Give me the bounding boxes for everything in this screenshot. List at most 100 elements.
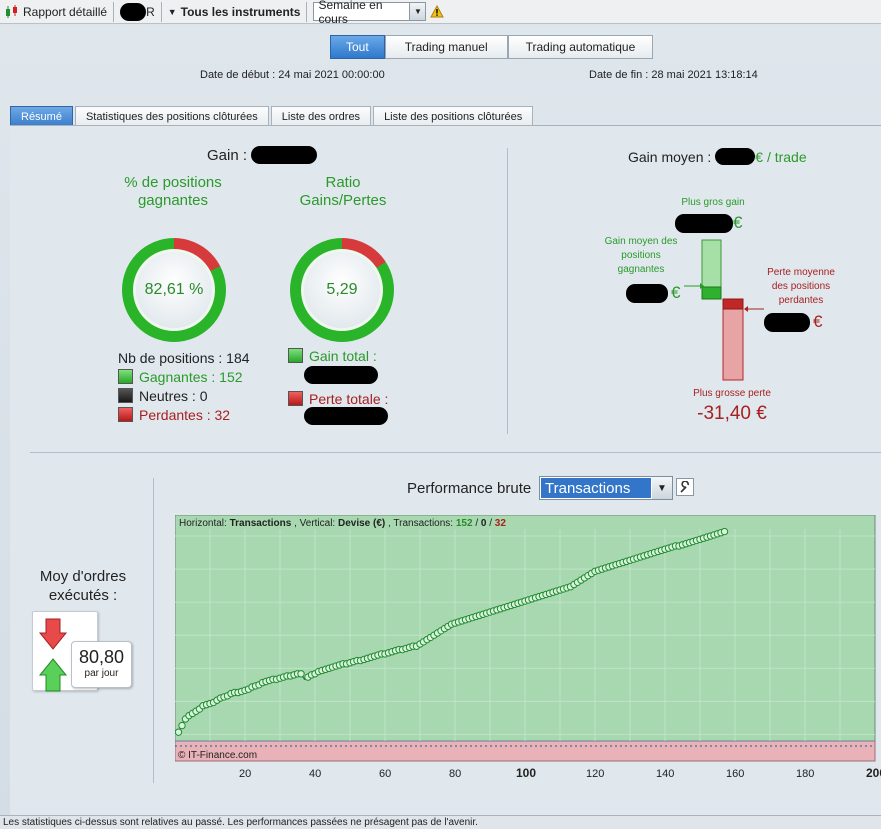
- vertical-divider: [153, 478, 154, 783]
- orders-value: 80,80: [78, 647, 125, 667]
- biggest-loss-label: Plus grosse perte: [693, 388, 771, 399]
- legend-h-value: Transactions: [230, 518, 292, 529]
- loss-square-icon: [288, 391, 303, 406]
- winners-label: Gagnantes : 152: [139, 369, 243, 385]
- legend-sep: /: [475, 518, 481, 529]
- orders-value-box: 80,80 par jour: [71, 641, 132, 688]
- avg-loser-value: €: [764, 312, 822, 332]
- loss-total: Perte totale :: [288, 391, 388, 407]
- legend-t-label: , Transactions:: [388, 518, 453, 529]
- biggest-gain-value: €: [675, 213, 742, 233]
- avg-gain-label: Gain moyen :: [628, 148, 712, 165]
- tab-order-list[interactable]: Liste des ordres: [270, 106, 372, 126]
- x-tick-label: 40: [309, 768, 321, 780]
- account-selector[interactable]: R: [116, 1, 159, 23]
- redacted-gain-total: [304, 366, 378, 384]
- x-tick-label: 180: [796, 768, 814, 780]
- gain-label: Gain :: [207, 146, 248, 164]
- avg-gain-heading: Gain moyen : € / trade: [628, 148, 807, 165]
- x-tick-label: 160: [726, 768, 744, 780]
- x-tick-label: 80: [449, 768, 461, 780]
- period-value: Semaine en cours: [318, 0, 383, 26]
- positions-count: Nb de positions : 184: [118, 350, 250, 366]
- x-axis-ticks: 20 40 60 80 100 120 140 160 180 200: [239, 766, 881, 780]
- redacted-avg-loser: [764, 312, 810, 332]
- chevron-down-icon[interactable]: ▼: [409, 3, 426, 20]
- data-point: [297, 670, 305, 678]
- trading-mode-tabs: Tout Trading manuel Trading automatique: [330, 35, 654, 59]
- orders-label: Moy d'ordres exécutés :: [39, 568, 127, 604]
- wrench-icon[interactable]: [676, 478, 694, 496]
- horizontal-divider: [30, 452, 881, 453]
- legend-loss: 32: [495, 518, 507, 529]
- x-tick-label: 200: [866, 766, 881, 780]
- euro-sign: €: [733, 213, 743, 232]
- toolbar-divider: [113, 1, 115, 22]
- chart-grid: [175, 529, 875, 741]
- disclaimer-footer: Les statistiques ci-dessus sont relative…: [0, 815, 881, 829]
- performance-select[interactable]: Transactions ▼: [539, 476, 673, 500]
- period-select[interactable]: Semaine en cours ▼: [313, 0, 427, 26]
- tab-all[interactable]: Tout: [330, 35, 385, 59]
- tab-closed-position-list[interactable]: Liste des positions clôturées: [373, 106, 534, 126]
- candlestick-icon: [6, 4, 17, 18]
- report-button[interactable]: Rapport détaillé: [0, 1, 111, 23]
- legend-h-label: Horizontal:: [179, 518, 227, 529]
- data-point: [720, 527, 729, 536]
- legend-win: 152: [456, 518, 473, 529]
- chart-legend: Horizontal: Transactions , Vertical: Dev…: [179, 518, 506, 529]
- report-label: Rapport détaillé: [23, 4, 108, 19]
- legend-v-label: , Vertical:: [294, 518, 335, 529]
- x-tick-label: 20: [239, 768, 251, 780]
- avg-loser-label: Perte moyenne des positions perdantes: [767, 267, 835, 306]
- win-pct-title: % de positions gagnantes: [124, 174, 222, 209]
- tab-automatic-trading[interactable]: Trading automatique: [507, 35, 654, 59]
- redacted-account: [120, 2, 147, 21]
- warning-icon[interactable]: [426, 1, 448, 23]
- x-tick-label: 120: [586, 768, 604, 780]
- instruments-label: Tous les instruments: [180, 4, 301, 19]
- wrench-shape: [679, 480, 689, 493]
- neutral-row: Neutres : 0: [118, 387, 250, 406]
- biggest-loss-value: -31,40 €: [697, 403, 767, 424]
- legend-sep: /: [489, 518, 495, 529]
- win-square-icon: [118, 369, 133, 384]
- performance-label: Performance brute: [407, 480, 532, 497]
- avg-winner-value: €: [626, 283, 680, 303]
- biggest-gain-label: Plus gros gain: [681, 197, 745, 208]
- top-toolbar: Rapport détaillé R ▼ Tous les instrument…: [0, 0, 881, 26]
- legend-v-value: Devise (€): [338, 518, 385, 529]
- toolbar-divider: [306, 1, 308, 22]
- gain-total: Gain total :: [288, 348, 377, 364]
- tab-summary[interactable]: Résumé: [10, 106, 73, 126]
- win-pct-value: 82,61 %: [133, 249, 215, 331]
- performance-selected: Transactions: [541, 478, 651, 498]
- win-pct-donut: 82,61 %: [122, 238, 226, 342]
- winners-row: Gagnantes : 152: [118, 368, 250, 387]
- win-square-icon: [288, 348, 303, 363]
- vertical-divider: [507, 148, 508, 434]
- end-date: Date de fin : 28 mai 2021 13:18:14: [589, 69, 758, 81]
- x-tick-label: 60: [379, 768, 391, 780]
- instruments-dropdown[interactable]: ▼ Tous les instruments: [164, 1, 305, 23]
- tab-manual-trading[interactable]: Trading manuel: [384, 35, 508, 59]
- neutral-label: Neutres : 0: [139, 388, 208, 404]
- x-tick-label: 140: [656, 768, 674, 780]
- tab-closed-position-stats[interactable]: Statistiques des positions clôturées: [74, 106, 269, 126]
- report-subtabs: Résumé Statistiques des positions clôtur…: [10, 106, 535, 126]
- performance-chart: 20 40 60 80 100 120 140 160 180 200 © IT-Finance.…: [175, 515, 881, 780]
- gain-loss-bars: [684, 239, 764, 381]
- gain-heading: Gain :: [207, 146, 318, 164]
- euro-sign: €: [813, 312, 823, 331]
- ratio-value: 5,29: [301, 249, 383, 331]
- loss-total-label: Perte totale :: [309, 391, 389, 407]
- orders-arrows-icon: [38, 618, 68, 692]
- chevron-down-icon[interactable]: ▼: [652, 477, 672, 499]
- redacted-avg-gain: [715, 148, 756, 165]
- chart-negative-zone: [175, 740, 876, 762]
- losers-row: Perdantes : 32: [118, 406, 250, 425]
- toolbar-divider: [160, 1, 162, 22]
- data-point: [175, 728, 183, 736]
- redacted-biggest-gain: [675, 213, 733, 233]
- avg-gain-suffix: € / trade: [755, 148, 807, 165]
